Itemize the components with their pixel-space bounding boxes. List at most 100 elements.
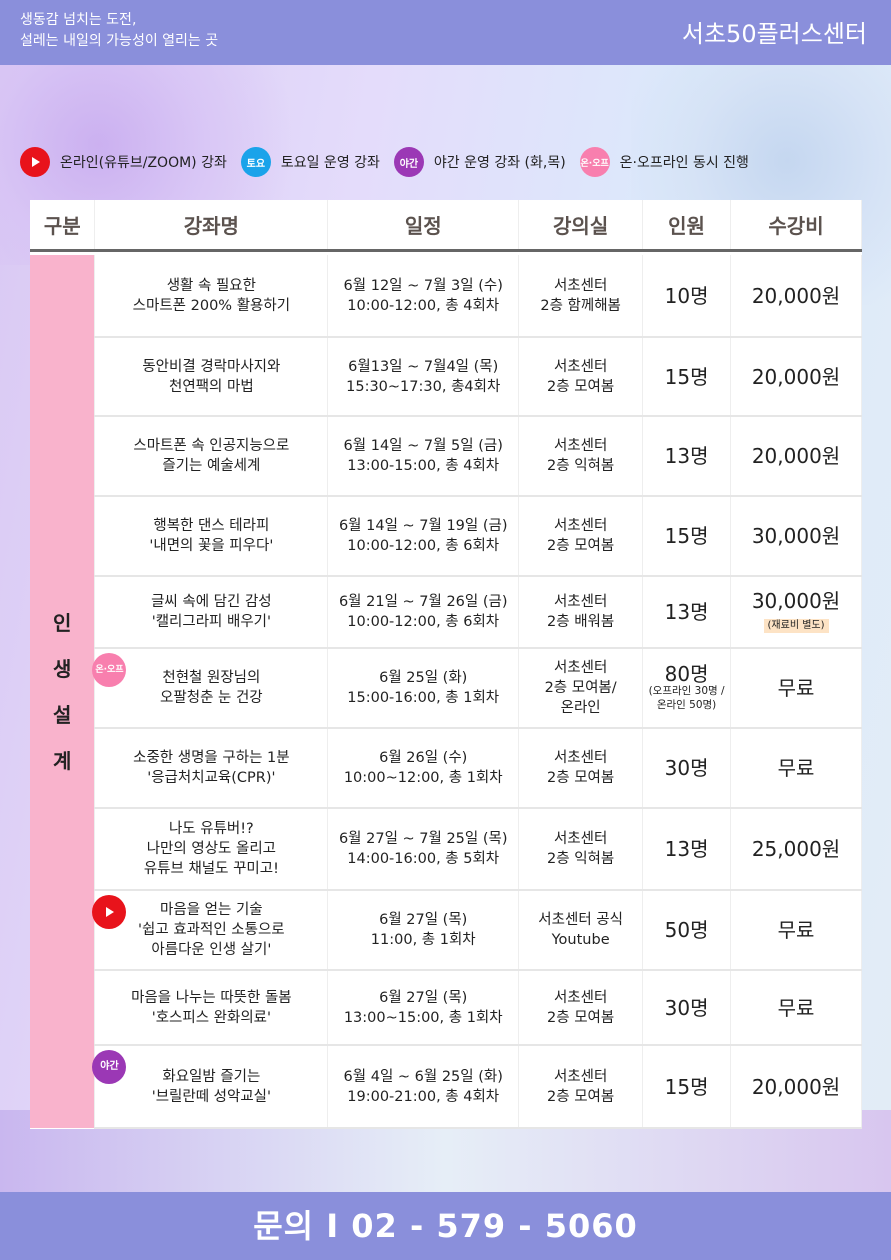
course-name: 오팔청춘 눈 건강 [160, 690, 263, 706]
course-name: 천현철 원장님의 [162, 670, 261, 686]
category-char: 설 [53, 702, 72, 727]
room: 서초센터 [553, 660, 608, 676]
category-char: 생 [53, 656, 72, 681]
schedule-date: 6월13일 ~ 7월4일 (목) [348, 358, 499, 375]
course-name: 유튜브 채널도 꾸미고! [143, 861, 279, 877]
course-table: 구분 강좌명 일정 강의실 인원 수강비 인 생 설 계 생활 속 필요한 스마트폰 20… [30, 200, 862, 1129]
fee-cell: 20,000원 [730, 255, 862, 338]
room: 2층 모여봄 [547, 1088, 615, 1105]
schedule-cell: 6월 12일 ~ 7월 3일 (수) 10:00-12:00, 총 4회차 [327, 255, 520, 338]
column-header: 인원 [642, 200, 732, 252]
legend: 온라인(유튜브/ZOOM) 강좌 토요 토요일 운영 강좌 야간 야간 운영 강… [20, 147, 763, 177]
fee-cell: 30,000원 [730, 496, 862, 577]
course-name: '내면의 꽃을 피우다' [149, 538, 274, 554]
schedule-date: 6월 27일 (목) [379, 912, 468, 928]
room-cell: 서초센터 2층 익혀봄 [518, 416, 644, 497]
room: 서초센터 [553, 1068, 608, 1085]
room: 서초센터 [553, 438, 608, 454]
room: 2층 함께해봄 [540, 297, 621, 314]
schedule-time: 10:00-12:00, 총 6회차 [347, 538, 500, 554]
table-row: 행복한 댄스 테라피 '내면의 꽃을 피우다' 6월 14일 ~ 7월 19일 (금… [30, 496, 862, 577]
capacity-cell: 13명 [642, 808, 732, 891]
schedule-time: 19:00-21:00, 총 4회차 [347, 1088, 500, 1105]
course-name-cell: 스마트폰 속 인공지능으로 즐기는 예술세계 [94, 416, 329, 497]
table-row: 동안비결 경락마사지와 천연팩의 마법 6월13일 ~ 7월4일 (목) 15:30~… [30, 337, 862, 417]
course-name: 소중한 생명을 구하는 1분 [133, 750, 290, 766]
course-name: 행복한 댄스 테라피 [153, 518, 270, 534]
fee-note: (재료비 별도) [763, 619, 829, 633]
course-name-cell: 마음을 나누는 따뜻한 돌봄 '호스피스 완화의료' [94, 970, 329, 1046]
room-cell: 서초센터 2층 모여봄 [518, 970, 644, 1046]
schedule-time: 15:00-16:00, 총 1회차 [347, 690, 500, 706]
room: Youtube [551, 932, 610, 948]
schedule-cell: 6월 27일 ~ 7월 25일 (목) 14:00-16:00, 총 5회차 [327, 808, 520, 891]
room: 2층 모여봄 [547, 1009, 615, 1026]
course-name-cell: 온·오프 천현철 원장님의 오팔청춘 눈 건강 [92, 648, 329, 729]
room: 2층 모여봄 [547, 538, 615, 554]
course-name: '응급처치교육(CPR)' [147, 770, 276, 786]
table-row: 마음을 나누는 따뜻한 돌봄 '호스피스 완화의료' 6월 27일 (목) 13:00… [30, 970, 862, 1046]
course-name: '브릴란떼 성악교실' [151, 1088, 272, 1105]
room-cell: 서초센터 2층 모여봄 [518, 337, 644, 417]
room: 서초센터 [553, 518, 608, 534]
column-header: 일정 [327, 200, 520, 252]
legend-label: 온라인(유튜브/ZOOM) 강좌 [60, 155, 227, 171]
schedule-time: 11:00, 총 1회차 [370, 932, 476, 948]
column-header: 강좌명 [94, 200, 329, 252]
course-name-cell: 글씨 속에 담긴 감성 '캘리그라피 배우기' [94, 576, 329, 649]
table-row: 마음을 얻는 기술 '쉽고 효과적인 소통으로 아름다운 인생 살기' 6월 27일 … [30, 890, 862, 971]
room: 서초센터 [553, 277, 608, 294]
capacity-cell: 80명 (오프라인 30명 / 온라인 50명) [642, 648, 732, 729]
course-name: 천연팩의 마법 [169, 378, 254, 395]
capacity-cell: 15명 [642, 1045, 732, 1129]
fee-cell: 무료 [730, 728, 862, 809]
fee-cell: 20,000원 [730, 1045, 862, 1129]
course-name: 나도 유튜버!? [168, 821, 254, 837]
course-name: 마음을 나누는 따뜻한 돌봄 [131, 989, 292, 1006]
capacity-cell: 50명 [642, 890, 732, 971]
schedule-date: 6월 27일 (목) [379, 989, 468, 1006]
category-char: 인 [53, 610, 72, 635]
fee-cell: 25,000원 [730, 808, 862, 891]
column-header: 강의실 [518, 200, 644, 252]
room-cell: 서초센터 2층 모여봄 [518, 1045, 644, 1129]
slogan: 생동감 넘치는 도전, 설레는 내일의 가능성이 열리는 곳 [20, 12, 219, 49]
capacity-cell: 13명 [642, 416, 732, 497]
room: 온라인 [560, 700, 601, 716]
fee-cell: 20,000원 [730, 337, 862, 417]
capacity-cell: 30명 [642, 970, 732, 1046]
room: 서초센터 [553, 594, 608, 610]
course-name: 즐기는 예술세계 [162, 458, 261, 474]
schedule-cell: 6월13일 ~ 7월4일 (목) 15:30~17:30, 총4회차 [327, 337, 520, 417]
room: 2층 모여봄/ [544, 680, 617, 696]
course-name-cell: 동안비결 경락마사지와 천연팩의 마법 [94, 337, 329, 417]
brand-name: 서초50플러스센터 [681, 20, 867, 48]
course-name: '캘리그라피 배우기' [151, 614, 272, 630]
course-name-cell: 마음을 얻는 기술 '쉽고 효과적인 소통으로 아름다운 인생 살기' [92, 890, 329, 971]
table-row: 소중한 생명을 구하는 1분 '응급처치교육(CPR)' 6월 26일 (수) 10:… [30, 728, 862, 809]
course-name: 아름다운 인생 살기' [151, 942, 272, 958]
legend-label: 토요일 운영 강좌 [280, 155, 380, 171]
course-name: '쉽고 효과적인 소통으로 [138, 922, 285, 938]
schedule-cell: 6월 26일 (수) 10:00~12:00, 총 1회차 [327, 728, 520, 809]
capacity-cell: 10명 [642, 255, 732, 338]
fee-cell: 무료 [730, 890, 862, 971]
room-cell: 서초센터 2층 익혀봄 [518, 808, 644, 891]
schedule-cell: 6월 4일 ~ 6월 25일 (화) 19:00-21:00, 총 4회차 [327, 1045, 520, 1129]
schedule-cell: 6월 27일 (목) 13:00~15:00, 총 1회차 [327, 970, 520, 1046]
course-name: '호스피스 완화의료' [151, 1009, 272, 1026]
youtube-icon [20, 147, 50, 177]
schedule-cell: 6월 14일 ~ 7월 19일 (금) 10:00-12:00, 총 6회차 [327, 496, 520, 577]
schedule-cell: 6월 21일 ~ 7월 26일 (금) 10:00-12:00, 총 6회차 [327, 576, 520, 649]
room-cell: 서초센터 2층 모여봄/온라인 [518, 648, 644, 729]
room: 서초센터 공식 [538, 912, 623, 928]
schedule-cell: 6월 27일 (목) 11:00, 총 1회차 [327, 890, 520, 971]
room: 서초센터 [553, 989, 608, 1006]
room-cell: 서초센터 2층 모여봄 [518, 728, 644, 809]
contact-footer: 문의 I 02 - 579 - 5060 [0, 1192, 891, 1260]
schedule-time: 10:00-12:00, 총 6회차 [347, 614, 500, 630]
room: 서초센터 [553, 750, 608, 766]
schedule-date: 6월 14일 ~ 7월 5일 (금) [343, 438, 503, 454]
course-name: 화요일밤 즐기는 [162, 1068, 261, 1085]
